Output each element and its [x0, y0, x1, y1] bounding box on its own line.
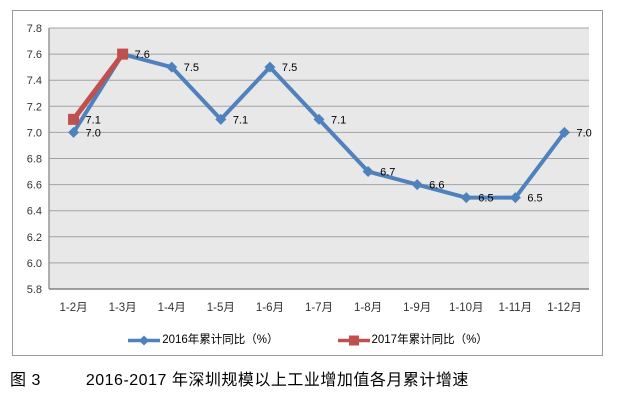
- x-tick-label: 1-6月: [256, 302, 284, 314]
- data-point-label: 6.5: [527, 193, 542, 205]
- line-chart: 5.8 6.0 6.2 6.4 6.6 6.8 7.0 7.2 7.4 7.6 7.8 1-2月 1-3…: [27, 23, 592, 314]
- data-point-label: 7.6: [135, 49, 150, 61]
- legend-item: 2017年累计同比（%）: [337, 334, 488, 347]
- x-tick-label: 1-8月: [354, 302, 382, 314]
- y-tick-label: 7.2: [27, 101, 42, 113]
- data-point-marker: [313, 113, 325, 125]
- x-tick-label: 1-7月: [305, 302, 333, 314]
- x-tick-label: 1-3月: [109, 302, 137, 314]
- chart-legend: 2016年累计同比（%） 2017年累计同比（%）: [13, 334, 602, 347]
- legend-label: 2016年累计同比（%）: [162, 333, 279, 346]
- data-point-label: 6.6: [429, 180, 444, 192]
- figure-title: 2016-2017 年深圳规模以上工业增加值各月累计增速: [85, 372, 469, 389]
- x-tick-label: 1-11月: [499, 302, 533, 314]
- data-point-marker: [68, 113, 80, 125]
- legend-item: 2016年累计同比（%）: [127, 333, 279, 347]
- series-line: [71, 51, 126, 122]
- data-point-marker: [411, 179, 423, 191]
- legend-marker-diamond: [128, 335, 161, 346]
- data-point-label: 7.0: [576, 127, 591, 139]
- y-tick-label: 6.8: [27, 154, 42, 166]
- x-tick-label: 1-5月: [207, 302, 235, 314]
- data-point-marker: [460, 192, 472, 204]
- data-point-marker: [509, 192, 521, 204]
- data-point-label: 7.1: [331, 114, 346, 126]
- y-tick-label: 6.2: [27, 232, 42, 244]
- x-tick-label: 1-9月: [403, 302, 431, 314]
- figure-number: 图 3: [10, 372, 41, 389]
- y-tick-label: 5.8: [27, 284, 42, 296]
- data-point-marker: [117, 48, 129, 60]
- x-tick-label: 1-12月: [547, 302, 582, 314]
- x-tick-label: 1-10月: [449, 302, 484, 314]
- y-tick-label: 6.0: [27, 258, 42, 270]
- data-point-marker: [166, 61, 178, 73]
- x-tick-label: 1-2月: [59, 302, 87, 314]
- y-tick-label: 7.0: [27, 127, 42, 139]
- data-point-marker: [264, 61, 276, 73]
- y-tick-label: 6.6: [27, 180, 42, 192]
- y-tick-label: 7.4: [27, 75, 42, 87]
- legend-label: 2017年累计同比（%）: [371, 333, 488, 346]
- data-point-marker: [362, 166, 374, 178]
- data-point-label: 6.5: [478, 193, 493, 205]
- figure-caption: 图 3 2016-2017 年深圳规模以上工业增加值各月累计增速: [10, 366, 469, 390]
- data-point-label: 7.5: [184, 62, 199, 74]
- data-point-label: 7.5: [282, 62, 297, 74]
- data-point-marker: [215, 113, 227, 125]
- data-point-label: 7.1: [86, 114, 101, 126]
- y-tick-label: 6.4: [27, 206, 42, 218]
- y-tick-label: 7.8: [27, 23, 42, 35]
- data-point-label: 6.7: [380, 167, 395, 179]
- data-point-label: 7.0: [86, 127, 101, 139]
- y-tick-label: 7.6: [27, 49, 42, 61]
- x-tick-label: 1-4月: [158, 302, 186, 314]
- legend-marker-square: [337, 335, 370, 346]
- data-point-label: 7.1: [233, 114, 248, 126]
- chart-frame: 5.8 6.0 6.2 6.4 6.6 6.8 7.0 7.2 7.4 7.6 7.8 1-2月 1-3…: [12, 10, 603, 356]
